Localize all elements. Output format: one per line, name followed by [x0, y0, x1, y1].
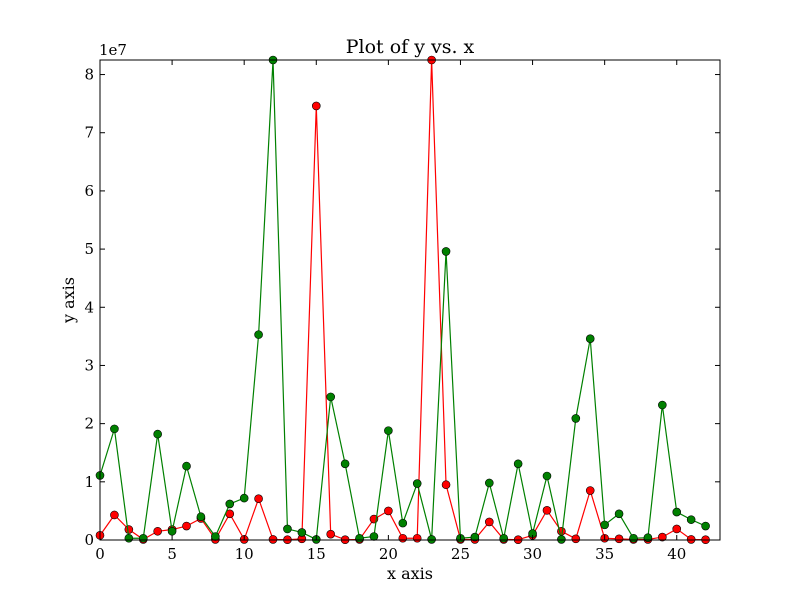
- data-point: [701, 521, 710, 531]
- data-point: [384, 506, 393, 516]
- data-point: [427, 535, 436, 544]
- y-tick-label: 1: [84, 473, 94, 491]
- y-tick-label: 8: [84, 66, 94, 84]
- data-point: [542, 471, 552, 481]
- data-point: [542, 506, 552, 515]
- data-point: [340, 459, 350, 469]
- data-point: [297, 528, 307, 537]
- data-point: [384, 426, 393, 435]
- data-point: [499, 533, 509, 543]
- data-point: [441, 247, 451, 256]
- ticks-layer: 0 5 10 15 20 25 30 35 40 0 1 2 3 4 5 6 7 8: [84, 60, 720, 563]
- data-point: [239, 493, 249, 503]
- data-point: [470, 532, 480, 542]
- data-point: [658, 532, 667, 542]
- data-point: [600, 520, 609, 530]
- y-tick-label: 0: [84, 531, 94, 549]
- data-point: [124, 533, 134, 543]
- data-point: [254, 494, 263, 503]
- data-point: [153, 429, 162, 439]
- x-tick-label: 40: [667, 545, 686, 563]
- data-point: [672, 507, 682, 517]
- x-tick-label: 35: [595, 545, 614, 563]
- x-axis-label: x axis: [387, 564, 433, 583]
- data-point: [398, 518, 408, 528]
- data-point: [484, 517, 494, 527]
- data-point: [355, 533, 364, 543]
- data-point: [658, 400, 667, 410]
- data-point: [196, 512, 206, 522]
- data-point: [484, 478, 494, 488]
- data-point: [110, 510, 119, 520]
- data-point: [326, 392, 336, 402]
- y-tick-label: 7: [84, 124, 94, 142]
- x-tick-label: 25: [451, 545, 470, 563]
- data-point: [110, 424, 119, 434]
- y-axis-label: y axis: [59, 277, 78, 324]
- data-point: [153, 526, 162, 536]
- plot-background: [100, 60, 720, 540]
- data-point: [412, 479, 422, 488]
- data-point: [672, 524, 682, 534]
- data-point: [614, 534, 624, 544]
- series-2: [95, 55, 710, 544]
- data-point: [686, 515, 696, 524]
- data-point: [585, 334, 595, 343]
- data-point: [211, 532, 220, 541]
- data-point: [571, 414, 581, 423]
- data-point: [571, 534, 581, 544]
- data-point: [614, 509, 624, 519]
- x-tick-label: 10: [235, 545, 254, 563]
- data-point: [398, 533, 408, 543]
- data-point: [167, 526, 177, 536]
- x-tick-label: 5: [167, 545, 177, 563]
- y-tick-label: 3: [84, 356, 94, 374]
- data-point: [629, 533, 638, 543]
- x-tick-label: 30: [523, 545, 542, 563]
- data-point: [369, 532, 379, 541]
- data-point: [412, 533, 422, 543]
- plot-frame: [99, 59, 721, 541]
- y-tick-label: 5: [84, 240, 94, 258]
- data-point: [182, 461, 191, 471]
- y-tick-label: 2: [84, 415, 94, 433]
- data-point: [254, 330, 263, 339]
- data-point: [268, 535, 278, 544]
- data-point: [686, 535, 696, 544]
- x-tick-label: 15: [307, 545, 326, 563]
- data-point: [326, 529, 336, 539]
- data-point: [557, 535, 566, 544]
- data-point: [441, 480, 451, 490]
- x-tick-label: 0: [95, 545, 105, 563]
- data-point: [182, 521, 191, 531]
- data-point: [225, 499, 235, 509]
- y-tick-label: 4: [84, 298, 94, 316]
- data-point: [513, 459, 523, 469]
- data-point: [124, 525, 134, 534]
- data-point: [138, 533, 148, 543]
- data-point: [311, 101, 321, 111]
- x-tick-label: 20: [379, 545, 398, 563]
- data-point: [585, 486, 595, 495]
- data-point: [283, 524, 292, 534]
- chart-title: Plot of y vs. x: [346, 36, 475, 58]
- y-multiplier-label: 1e7: [99, 41, 127, 59]
- series-layer: [95, 55, 710, 545]
- y-tick-label: 6: [84, 182, 94, 200]
